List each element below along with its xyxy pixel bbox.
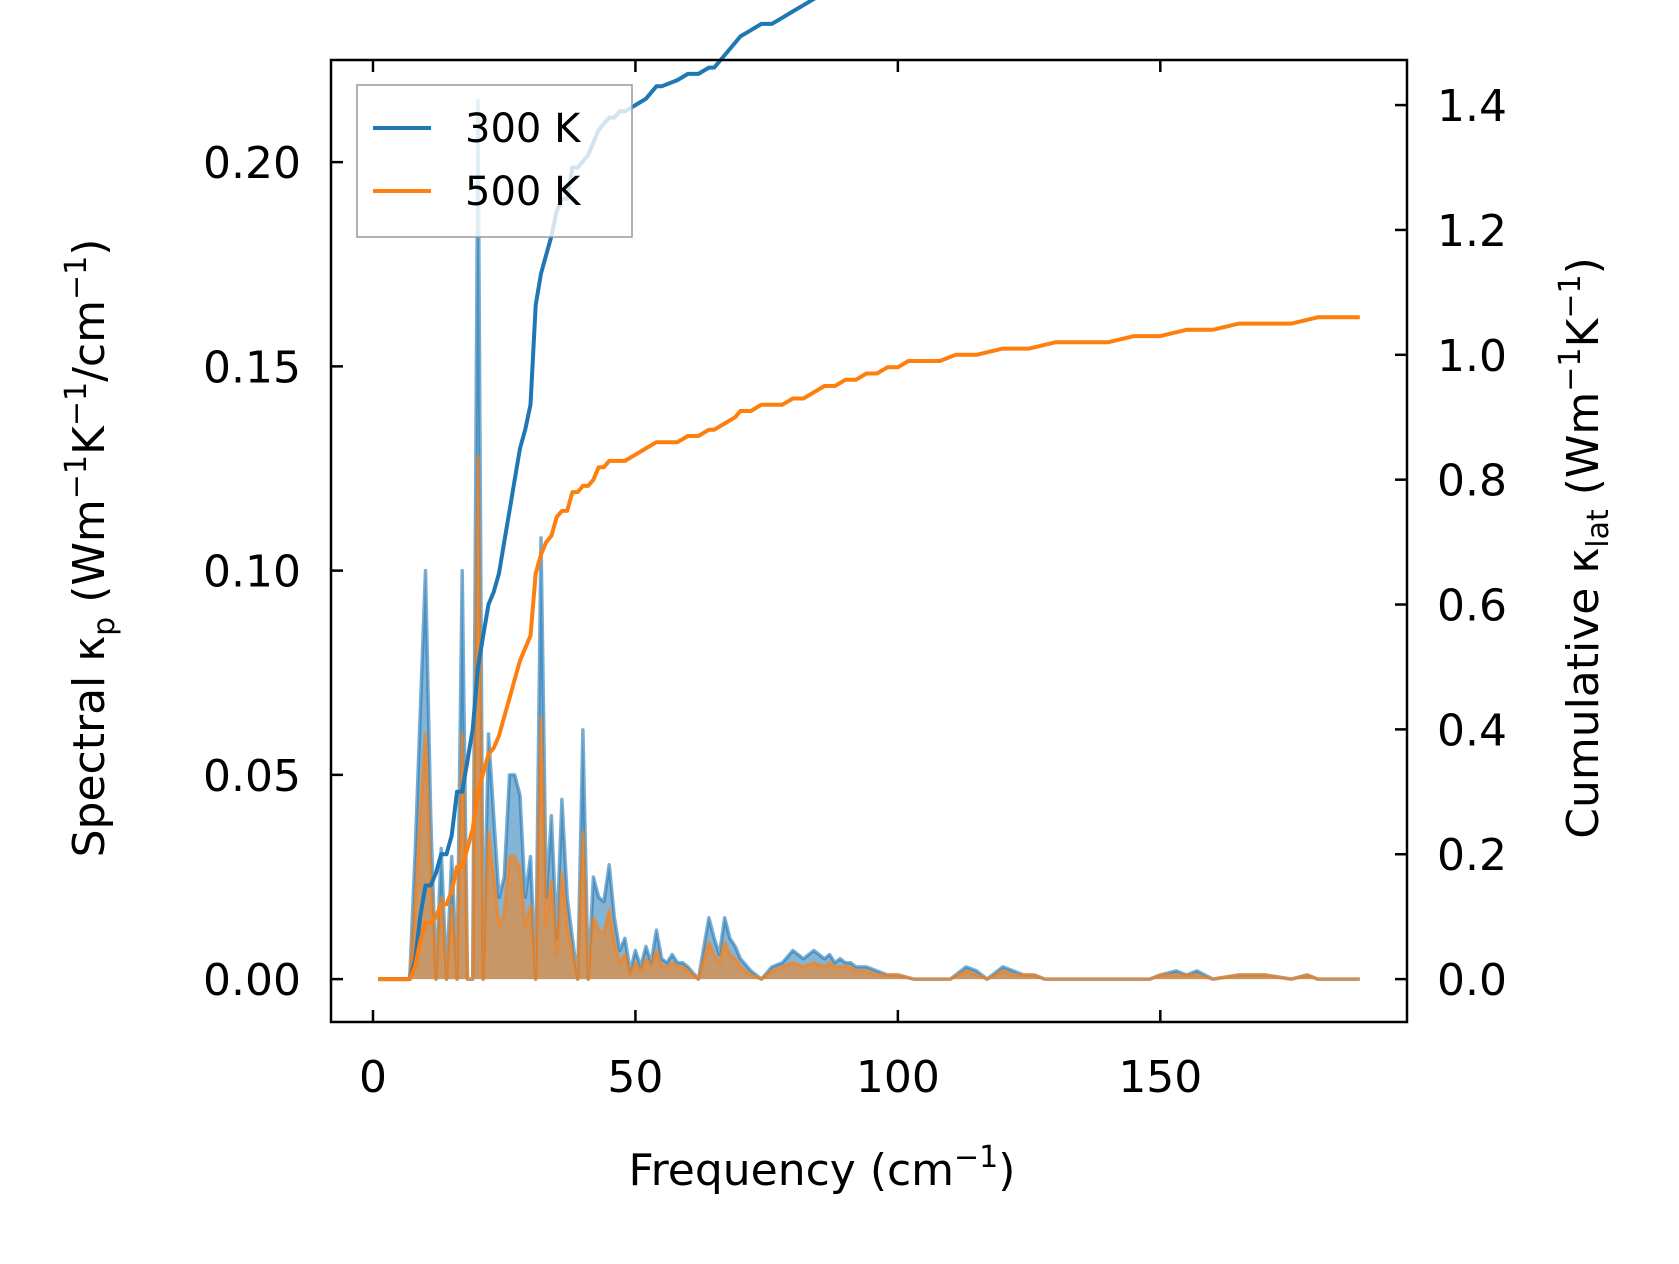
y-left-label-tail: (Wm xyxy=(64,499,115,617)
spectral-500k-line xyxy=(378,454,1360,981)
y-right-tick-label: 1.2 xyxy=(1437,206,1507,257)
legend-box xyxy=(356,84,633,238)
legend-label-300k: 300 K xyxy=(465,106,582,152)
y-right-label-sup1: −1 xyxy=(1553,347,1588,391)
y-axis-left-label: Spectral κp (Wm−1K−1/cm−1) xyxy=(59,239,122,858)
x-tick-label: 150 xyxy=(1118,1052,1202,1103)
cumulative-300k-line xyxy=(378,0,816,982)
y-right-tick-label: 1.4 xyxy=(1437,81,1507,132)
x-axis-label: Frequency (cm−1) xyxy=(629,1140,1016,1196)
spectral-500k-area xyxy=(378,456,1360,980)
y-left-label-sub: p xyxy=(87,617,122,636)
y-right-label-close: ) xyxy=(1558,257,1609,274)
x-axis-label-tail: ) xyxy=(998,1145,1015,1196)
y-right-tick-label: 0.6 xyxy=(1437,581,1507,632)
y-axis-right-label: Cumulative κlat (Wm−1K−1) xyxy=(1553,257,1616,839)
y-right-label-sub: lat xyxy=(1581,509,1616,548)
legend-label-500k: 500 K xyxy=(465,169,582,215)
y-left-tick-label: 0.00 xyxy=(203,955,301,1006)
x-axis-label-main: Frequency (cm xyxy=(629,1145,955,1196)
x-axis-label-sup: −1 xyxy=(954,1140,998,1175)
y-left-tick-label: 0.10 xyxy=(203,547,301,598)
y-left-label-sup2: −1 xyxy=(59,382,94,426)
y-left-tick-label: 0.20 xyxy=(203,138,301,189)
y-left-tick-label: 0.05 xyxy=(203,751,301,802)
x-tick-label: 0 xyxy=(359,1052,387,1103)
x-tick-label: 100 xyxy=(856,1052,940,1103)
y-left-label-close: ) xyxy=(64,239,115,256)
cumulative-500k-line xyxy=(378,315,1360,982)
plot-frame xyxy=(329,58,1409,1024)
y-right-label-tail: (Wm xyxy=(1558,392,1609,510)
y-right-tick-label: 0.4 xyxy=(1437,705,1507,756)
y-right-tick-label: 0.2 xyxy=(1437,830,1507,881)
y-left-label-k: K xyxy=(64,425,115,455)
y-right-label-sup2: −1 xyxy=(1553,274,1588,318)
y-right-tick-label: 0.8 xyxy=(1437,456,1507,507)
x-tick-label: 50 xyxy=(607,1052,663,1103)
plot-area xyxy=(378,0,1360,982)
y-left-label-main: Spectral κ xyxy=(64,636,115,858)
y-right-tick-label: 0.0 xyxy=(1437,955,1507,1006)
axis-ticks: 0 50 100 150 0.00 0.05 0.10 0.15 0.20 0.0 0.2 0.4 0.… xyxy=(203,60,1507,1103)
y-left-tick-label: 0.15 xyxy=(203,342,301,393)
y-left-label-slash: /cm xyxy=(64,300,115,382)
y-right-label-k: K xyxy=(1558,317,1609,347)
y-left-label-sup1: −1 xyxy=(59,455,94,499)
legend: 300 K 500 K xyxy=(356,84,633,238)
y-right-tick-label: 1.0 xyxy=(1437,331,1507,382)
y-left-label-sup3: −1 xyxy=(59,256,94,300)
y-right-label-main: Cumulative κ xyxy=(1558,548,1609,839)
